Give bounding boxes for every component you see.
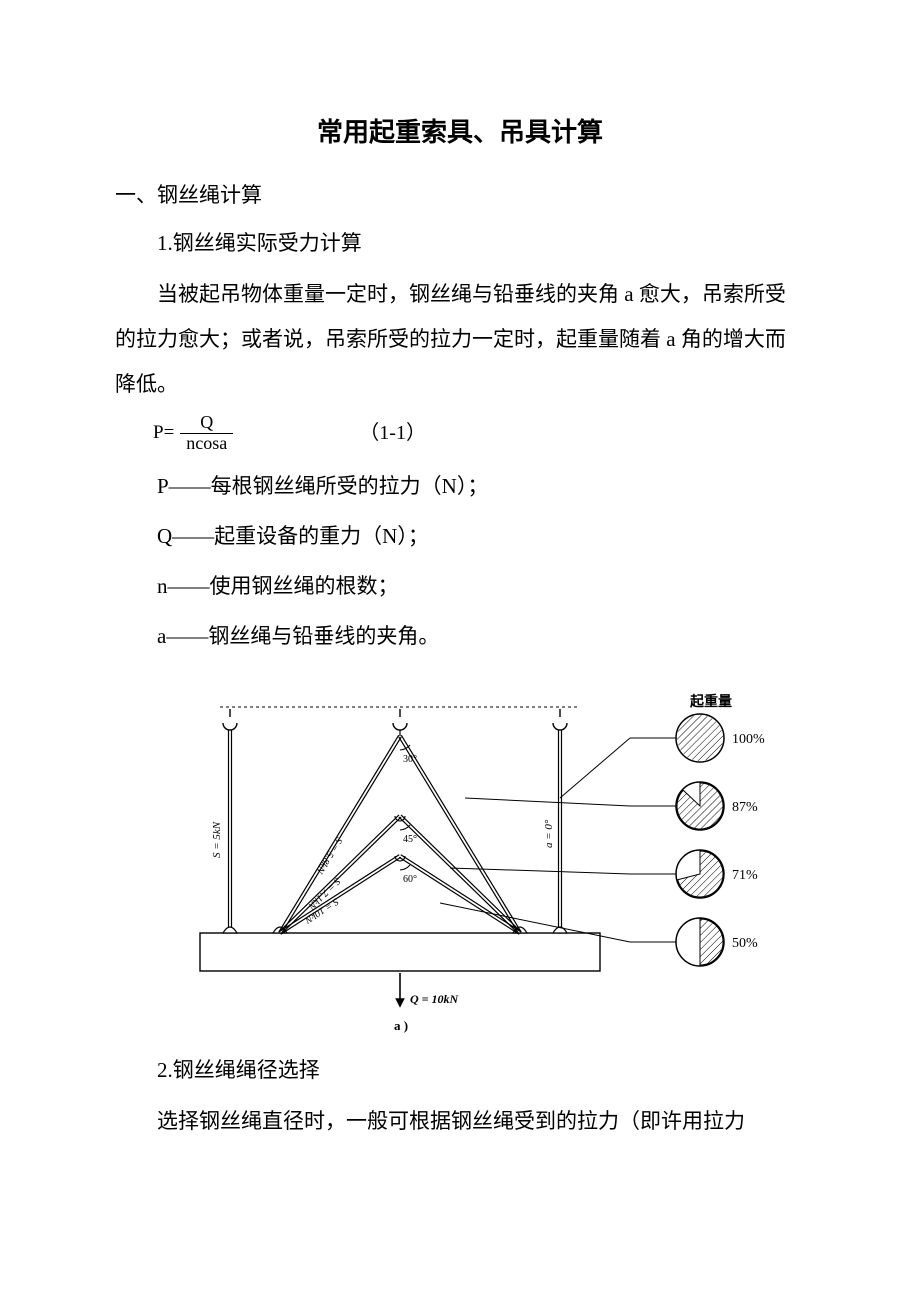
formula-denominator: ncosa xyxy=(180,434,233,454)
svg-text:a = 0°: a = 0° xyxy=(543,819,555,848)
def-p: P——每根钢丝绳所受的拉力（N）； xyxy=(157,464,805,508)
svg-text:a ): a ) xyxy=(394,1018,408,1033)
formula-fraction: Q ncosa xyxy=(180,413,233,454)
svg-text:起重量: 起重量 xyxy=(689,693,732,710)
def-a: a——钢丝绳与铅垂线的夹角。 xyxy=(157,614,805,658)
section-1-heading: 一、钢丝绳计算 xyxy=(115,177,805,215)
figure-svg: 起重量S = 5kNa = 0°30°S = 5.8kN45°S = 7.1kN… xyxy=(130,678,790,1038)
formula-numerator: Q xyxy=(194,413,219,433)
def-q: Q——起重设备的重力（N）； xyxy=(157,514,805,558)
svg-text:Q = 10kN: Q = 10kN xyxy=(410,992,460,1006)
formula-1-1: P= Q ncosa （1-1） xyxy=(153,413,805,454)
page-title: 常用起重索具、吊具计算 xyxy=(115,110,805,157)
sub-2-heading: 2.钢丝绳绳径选择 xyxy=(115,1048,805,1093)
svg-text:100%: 100% xyxy=(732,732,765,747)
svg-text:S = 5kN: S = 5kN xyxy=(211,821,223,858)
svg-text:30°: 30° xyxy=(403,754,417,765)
sub-1-heading: 1.钢丝绳实际受力计算 xyxy=(115,221,805,266)
sub-1-para-1: 当被起吊物体重量一定时，钢丝绳与铅垂线的夹角 a 愈大，吊索所受的拉力愈大；或者… xyxy=(115,272,805,407)
formula-number: （1-1） xyxy=(359,415,426,451)
def-n: n——使用钢丝绳的根数； xyxy=(157,564,805,608)
figure-a: 起重量S = 5kNa = 0°30°S = 5.8kN45°S = 7.1kN… xyxy=(115,678,805,1038)
svg-text:45°: 45° xyxy=(403,834,417,845)
svg-text:50%: 50% xyxy=(732,936,758,951)
formula-lhs: P= xyxy=(153,416,174,450)
sub-2-para-1: 选择钢丝绳直径时，一般可根据钢丝绳受到的拉力（即许用拉力 xyxy=(115,1099,805,1144)
svg-text:60°: 60° xyxy=(403,874,417,885)
svg-text:87%: 87% xyxy=(732,800,758,815)
svg-text:71%: 71% xyxy=(732,868,758,883)
svg-text:S = 5.8kN: S = 5.8kN xyxy=(313,835,344,876)
